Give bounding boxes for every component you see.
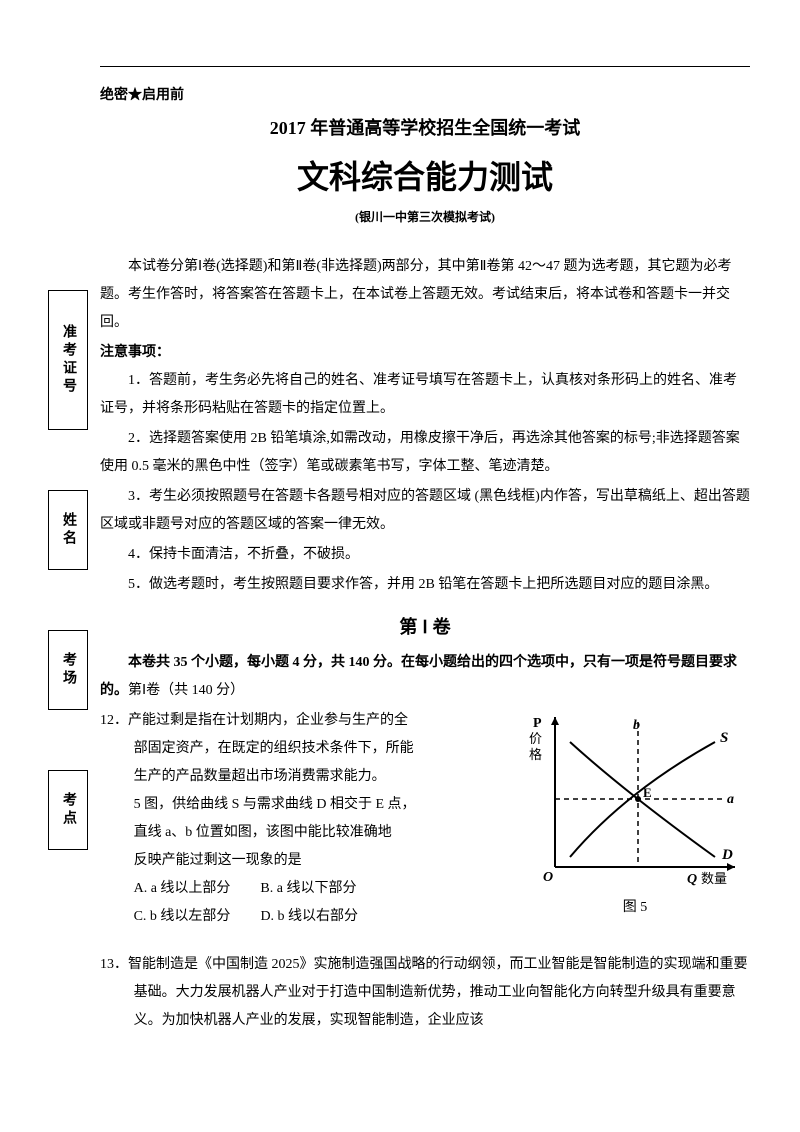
notice-2: 2．选择题答案使用 2B 铅笔填涂,如需改动，用橡皮擦干净后，再选涂其他答案的标…	[100, 425, 750, 481]
chart-line-b: b	[633, 718, 640, 733]
chart-curve-s: S	[720, 730, 728, 746]
q12-optA: A. a 线以上部分	[134, 875, 231, 903]
chart-curve-d: D	[721, 847, 733, 863]
chart-y-label-price2: 格	[529, 747, 542, 762]
q12-line5: 直线 a、b 位置如图，该图中能比较准确地	[100, 819, 510, 847]
q12-line1: 12．产能过剩是指在计划期内，企业参与生产的全	[100, 707, 510, 735]
notice-3: 3．考生必须按照题号在答题卡各题号相对应的答题区域 (黑色线框)内作答，写出草稿…	[100, 483, 750, 539]
side-box-site: 考点	[48, 770, 88, 850]
question-12: 12．产能过剩是指在计划期内，企业参与生产的全 部固定资产，在既定的组织技术条件…	[100, 707, 750, 931]
chart-point-e: E	[643, 785, 652, 800]
q12-line4: 5 图，供给曲线 S 与需求曲线 D 相交于 E 点，	[100, 791, 510, 819]
question-12-text: 12．产能过剩是指在计划期内，企业参与生产的全 部固定资产，在既定的组织技术条件…	[100, 707, 510, 931]
chart-origin: O	[543, 870, 553, 885]
q12-line2: 部固定资产，在既定的组织技术条件下，所能	[100, 735, 510, 763]
chart-figure-5: P 价 格 S D a b E O Q 数量 图 5	[520, 707, 750, 931]
q12-optD: D. b 线以右部分	[260, 903, 358, 931]
volume-intro: 本卷共 35 个小题，每小题 4 分，共 140 分。在每小题给出的四个选项中，…	[100, 649, 750, 705]
q12-optC: C. b 线以左部分	[134, 903, 231, 931]
side-box-room: 考场	[48, 630, 88, 710]
q12-optB: B. a 线以下部分	[260, 875, 356, 903]
chart-y-label-price1: 价	[529, 731, 542, 746]
top-rule	[100, 66, 750, 67]
exam-title: 文科综合能力测试	[100, 152, 750, 198]
notice-label: 注意事项：	[100, 339, 750, 367]
volume-title: 第 Ⅰ 卷	[100, 613, 750, 639]
intro-paragraph: 本试卷分第Ⅰ卷(选择题)和第Ⅱ卷(非选择题)两部分，其中第Ⅱ卷第 42～47 题…	[100, 253, 750, 337]
volume-intro-normal: 第Ⅰ卷（共 140 分）	[128, 683, 244, 698]
chart-caption: 图 5	[520, 896, 750, 916]
question-13: 13．智能制造是《中国制造 2025》实施制造强国战略的行动纲领，而工业智能是智…	[100, 951, 750, 1035]
chart-line-a: a	[727, 792, 734, 807]
chart-x-q: Q	[687, 872, 697, 887]
confidential-label: 绝密★启用前	[100, 84, 750, 104]
supply-demand-chart: P 价 格 S D a b E O Q 数量	[525, 707, 745, 887]
q12-options: A. a 线以上部分 B. a 线以下部分 C. b 线以左部分 D. b 线以…	[100, 875, 510, 931]
side-box-name: 姓名	[48, 490, 88, 570]
side-box-exam-id: 准考证号	[48, 290, 88, 430]
side-label-column: 准考证号 姓名 考场 考点	[48, 290, 88, 910]
notice-4: 4．保持卡面清洁，不折叠，不破损。	[100, 541, 750, 569]
notice-5: 5．做选考题时，考生按照题目要求作答，并用 2B 铅笔在答题卡上把所选题目对应的…	[100, 571, 750, 599]
chart-y-label-p: P	[533, 716, 542, 731]
q12-line6: 反映产能过剩这一现象的是	[100, 847, 510, 875]
chart-x-label: 数量	[701, 871, 727, 886]
notice-1: 1．答题前，考生务必先将自己的姓名、准考证号填写在答题卡上，认真核对条形码上的姓…	[100, 367, 750, 423]
q12-line3: 生产的产品数量超出市场消费需求能力。	[100, 763, 510, 791]
exam-year-line: 2017 年普通高等学校招生全国统一考试	[100, 114, 750, 140]
exam-subtitle: (银川一中第三次模拟考试)	[100, 208, 750, 225]
